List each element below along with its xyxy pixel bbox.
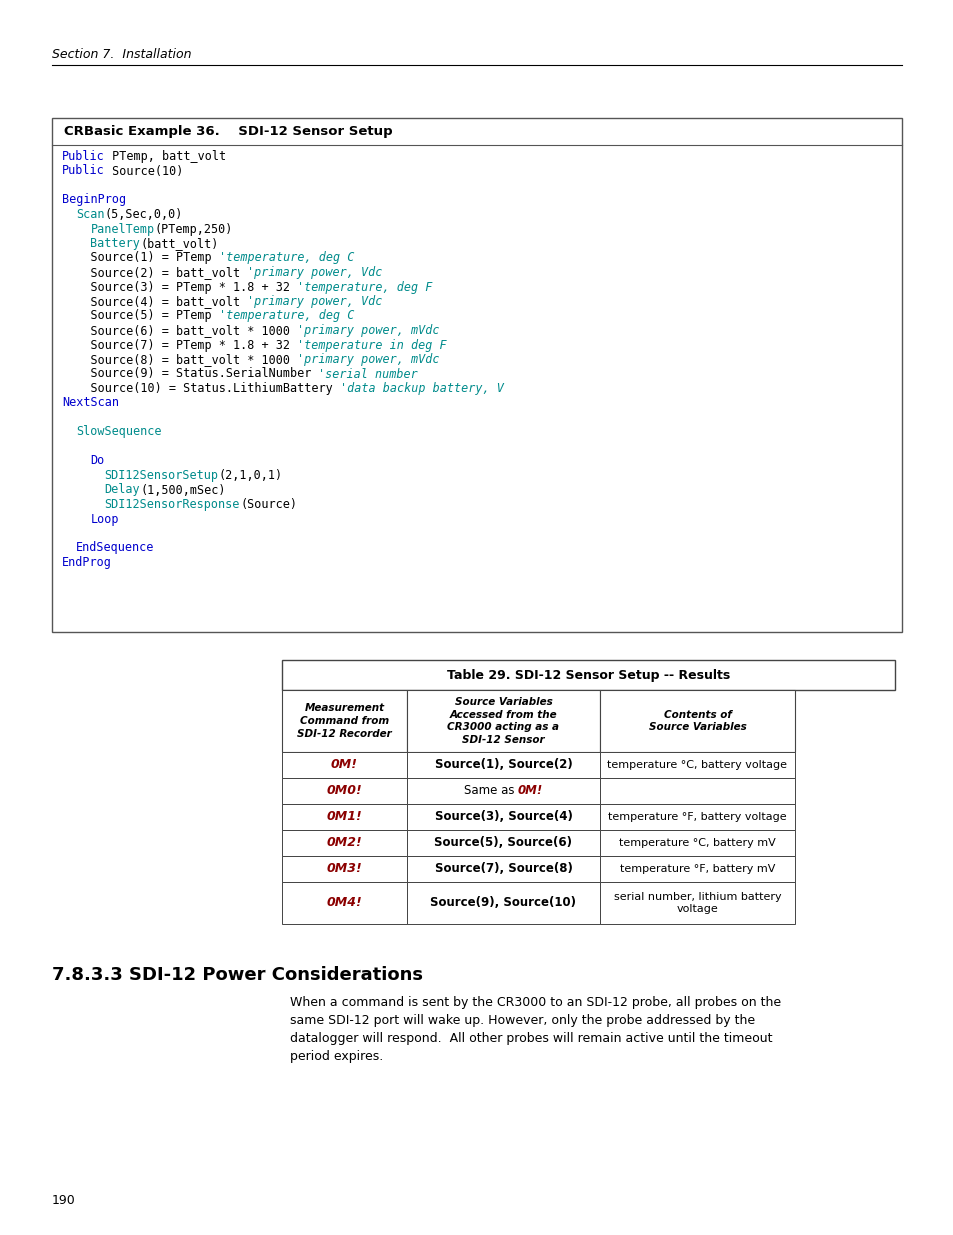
Text: Loop: Loop	[91, 513, 119, 526]
Bar	[282, 882, 407, 924]
Text: Source(10) = Status.LithiumBattery: Source(10) = Status.LithiumBattery	[62, 382, 339, 395]
Text: Public: Public	[62, 164, 105, 178]
Text: BeginProg: BeginProg	[62, 194, 126, 206]
Text: 0M!: 0M!	[331, 758, 357, 772]
Text: 0M2!: 0M2!	[326, 836, 362, 850]
Bar	[599, 830, 794, 856]
Text: 'data backup battery, V: 'data backup battery, V	[339, 382, 503, 395]
Text: 'temperature, deg C: 'temperature, deg C	[218, 310, 354, 322]
Bar	[599, 856, 794, 882]
Text: Same as: Same as	[463, 784, 517, 798]
Text: 190: 190	[52, 1194, 75, 1207]
Text: Source(4) = batt_volt: Source(4) = batt_volt	[62, 295, 247, 308]
Text: Source(5) = PTemp: Source(5) = PTemp	[62, 310, 218, 322]
Text: temperature °C, battery voltage: temperature °C, battery voltage	[607, 760, 786, 769]
Bar	[599, 804, 794, 830]
Text: (1,500,mSec): (1,500,mSec)	[140, 483, 226, 496]
Text: Source(3) = PTemp * 1.8 + 32: Source(3) = PTemp * 1.8 + 32	[62, 280, 296, 294]
Text: Section 7.  Installation: Section 7. Installation	[52, 48, 192, 61]
Text: Delay: Delay	[105, 483, 140, 496]
Text: 'primary power, Vdc: 'primary power, Vdc	[247, 295, 382, 308]
Text: Source(3), Source(4): Source(3), Source(4)	[435, 810, 572, 824]
Bar	[52, 119, 901, 632]
Text: 0M!: 0M!	[517, 784, 542, 798]
Bar	[282, 778, 407, 804]
Bar	[599, 690, 794, 752]
Text: 'serial number: 'serial number	[318, 368, 417, 380]
Text: 'temperature in deg F: 'temperature in deg F	[296, 338, 446, 352]
Bar	[407, 752, 599, 778]
Text: Source(2) = batt_volt: Source(2) = batt_volt	[62, 266, 247, 279]
Text: NextScan: NextScan	[62, 396, 119, 410]
Text: Source(10): Source(10)	[105, 164, 183, 178]
Text: (Source): (Source)	[240, 498, 296, 511]
Bar	[599, 882, 794, 924]
Text: Battery: Battery	[91, 237, 140, 249]
Text: (5,Sec,0,0): (5,Sec,0,0)	[105, 207, 183, 221]
Text: EndSequence: EndSequence	[76, 541, 154, 555]
Bar	[407, 778, 599, 804]
Text: Source(1) = PTemp: Source(1) = PTemp	[62, 252, 218, 264]
Text: CRBasic Example 36.    SDI-12 Sensor Setup: CRBasic Example 36. SDI-12 Sensor Setup	[64, 125, 393, 138]
Text: PanelTemp: PanelTemp	[91, 222, 154, 236]
Text: Public: Public	[62, 149, 105, 163]
Text: Contents of
Source Variables: Contents of Source Variables	[648, 710, 745, 732]
Bar	[282, 752, 407, 778]
Text: Source(1), Source(2): Source(1), Source(2)	[435, 758, 572, 772]
Text: 'temperature, deg F: 'temperature, deg F	[296, 280, 432, 294]
Text: (batt_volt): (batt_volt)	[140, 237, 218, 249]
Text: Source(7) = PTemp * 1.8 + 32: Source(7) = PTemp * 1.8 + 32	[62, 338, 296, 352]
Text: serial number, lithium battery
voltage: serial number, lithium battery voltage	[613, 892, 781, 914]
Text: 0M0!: 0M0!	[326, 784, 362, 798]
Text: Source(9), Source(10): Source(9), Source(10)	[430, 897, 576, 909]
Text: temperature °F, battery mV: temperature °F, battery mV	[619, 864, 775, 874]
Text: 7.8.3.3 SDI-12 Power Considerations: 7.8.3.3 SDI-12 Power Considerations	[52, 966, 422, 984]
Bar	[282, 659, 894, 690]
Text: SlowSequence: SlowSequence	[76, 426, 162, 438]
Text: 0M3!: 0M3!	[326, 862, 362, 876]
Text: When a command is sent by the CR3000 to an SDI-12 probe, all probes on the
same : When a command is sent by the CR3000 to …	[290, 995, 781, 1063]
Text: 0M4!: 0M4!	[326, 897, 362, 909]
Bar	[407, 882, 599, 924]
Text: EndProg: EndProg	[62, 556, 112, 569]
Text: Source(5), Source(6): Source(5), Source(6)	[434, 836, 572, 850]
Text: (PTemp,250): (PTemp,250)	[154, 222, 233, 236]
Text: Source(6) = batt_volt * 1000: Source(6) = batt_volt * 1000	[62, 324, 296, 337]
Bar	[282, 830, 407, 856]
Text: 0M1!: 0M1!	[326, 810, 362, 824]
Text: SDI12SensorResponse: SDI12SensorResponse	[105, 498, 240, 511]
Bar	[282, 804, 407, 830]
Text: Scan: Scan	[76, 207, 105, 221]
Text: 'primary power, mVdc: 'primary power, mVdc	[296, 353, 439, 366]
Text: Table 29. SDI-12 Sensor Setup -- Results: Table 29. SDI-12 Sensor Setup -- Results	[446, 668, 729, 682]
Bar	[599, 752, 794, 778]
Bar	[407, 830, 599, 856]
Text: 'primary power, mVdc: 'primary power, mVdc	[296, 324, 439, 337]
Text: Measurement
Command from
SDI-12 Recorder: Measurement Command from SDI-12 Recorder	[296, 703, 392, 739]
Text: 'primary power, Vdc: 'primary power, Vdc	[247, 266, 382, 279]
Text: temperature °F, battery voltage: temperature °F, battery voltage	[608, 811, 786, 823]
Bar	[599, 778, 794, 804]
Bar	[407, 804, 599, 830]
Text: Source(7), Source(8): Source(7), Source(8)	[435, 862, 572, 876]
Bar	[282, 690, 407, 752]
Text: PTemp, batt_volt: PTemp, batt_volt	[105, 149, 226, 163]
Text: Source(9) = Status.SerialNumber: Source(9) = Status.SerialNumber	[62, 368, 318, 380]
Text: Source(8) = batt_volt * 1000: Source(8) = batt_volt * 1000	[62, 353, 296, 366]
Text: Source Variables
Accessed from the
CR3000 acting as a
SDI-12 Sensor: Source Variables Accessed from the CR300…	[447, 697, 558, 745]
Text: Do: Do	[91, 454, 105, 468]
Bar	[407, 690, 599, 752]
Text: SDI12SensorSetup: SDI12SensorSetup	[105, 469, 218, 482]
Bar	[282, 856, 407, 882]
Text: (2,1,0,1): (2,1,0,1)	[218, 469, 283, 482]
Text: 'temperature, deg C: 'temperature, deg C	[218, 252, 354, 264]
Text: temperature °C, battery mV: temperature °C, battery mV	[618, 839, 775, 848]
Bar	[407, 856, 599, 882]
